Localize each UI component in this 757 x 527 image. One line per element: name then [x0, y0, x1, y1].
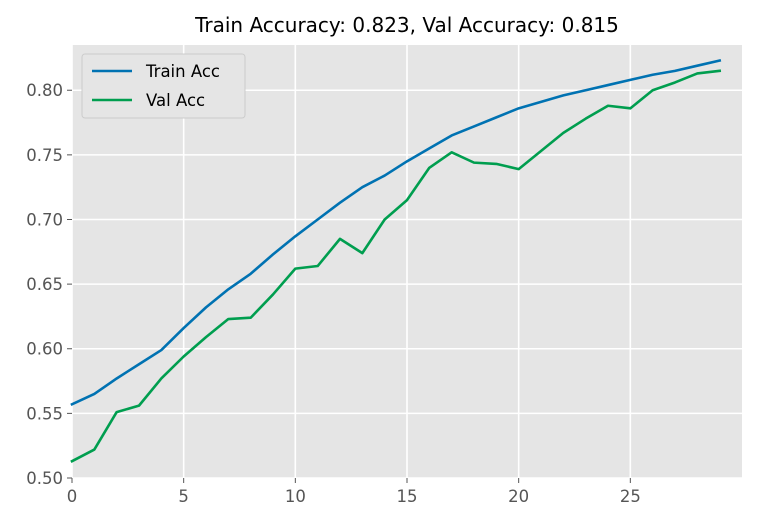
x-tick-label: 5	[178, 487, 189, 506]
y-tick-label: 0.60	[26, 340, 63, 359]
x-tick-label: 10	[285, 487, 306, 506]
y-tick-label: 0.80	[26, 81, 63, 100]
legend: Train Acc Val Acc	[81, 53, 246, 119]
legend-label-train-acc: Train Acc	[145, 62, 220, 81]
legend-label-val-acc: Val Acc	[146, 91, 205, 110]
y-tick-label: 0.75	[26, 146, 63, 165]
series-lines	[70, 58, 722, 463]
x-tick-label: 15	[397, 487, 418, 506]
series-line-val-acc	[70, 69, 722, 463]
y-tick-label: 0.50	[26, 469, 63, 488]
y-tick-label: 0.55	[26, 404, 63, 423]
x-tick-label: 20	[508, 487, 529, 506]
y-tick-label: 0.70	[26, 210, 63, 229]
grid-lines	[71, 45, 742, 479]
x-tick-label: 25	[620, 487, 641, 506]
x-tick-label: 0	[67, 487, 78, 506]
series-line-train-acc	[70, 58, 722, 407]
chart-title: Train Accuracy: 0.823, Val Accuracy: 0.8…	[194, 13, 619, 37]
y-axis: 0.50 0.55 0.60 0.65 0.70 0.75 0.80	[26, 81, 72, 488]
x-axis: 0 5 10 15 20 25	[67, 478, 641, 506]
y-tick-label: 0.65	[26, 275, 63, 294]
